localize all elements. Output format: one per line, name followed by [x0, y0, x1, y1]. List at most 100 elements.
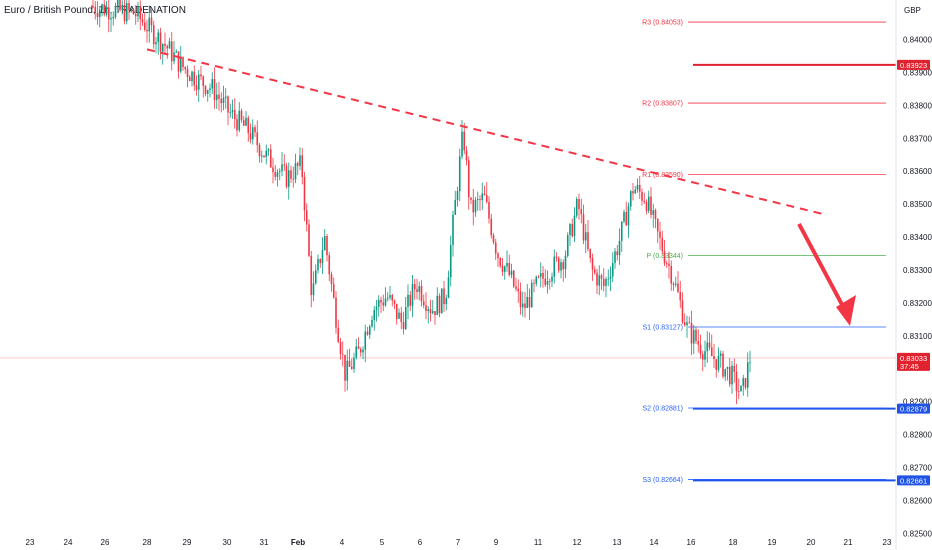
candle-body [238, 110, 241, 131]
price-tag-countdown: 37:45 [900, 362, 919, 371]
candle-body [305, 210, 308, 225]
candle-body [611, 263, 614, 277]
candle-body [292, 178, 295, 180]
candle-body [179, 57, 182, 72]
candle-body [521, 303, 524, 308]
candle-body [254, 127, 256, 133]
candle-body [233, 109, 236, 120]
candle-body [400, 312, 403, 322]
candle-body [382, 302, 385, 306]
candle-body [551, 276, 553, 282]
candle-body [620, 221, 623, 241]
candle-body [656, 218, 659, 232]
candle-body [609, 276, 612, 279]
candle-body [582, 214, 585, 241]
candle-body [616, 251, 619, 256]
y-tick-label: 0.83900 [903, 68, 932, 77]
candle-body [330, 274, 333, 284]
candle-body [483, 193, 486, 196]
candle-body [710, 347, 713, 357]
candle-body [629, 191, 632, 207]
candle-body [209, 88, 211, 91]
candle-body [112, 16, 115, 19]
candle-body [508, 262, 511, 275]
candle-body [735, 371, 738, 392]
candle-body [713, 356, 715, 360]
candle-body [449, 245, 452, 278]
price-tag-value: 0.82879 [900, 405, 927, 414]
candle-body [96, 12, 99, 18]
candle-body [398, 312, 400, 319]
candle-body [557, 257, 560, 271]
candle-body [708, 342, 711, 348]
x-tick-label: 11 [534, 538, 543, 547]
x-tick-label: 24 [64, 538, 73, 547]
candle-body [659, 231, 661, 238]
candle-body [312, 283, 315, 296]
candle-body [193, 71, 196, 86]
candle-body [197, 74, 200, 90]
candle-body [503, 266, 506, 272]
candle-body [737, 391, 740, 392]
candle-body [578, 199, 580, 210]
y-tick-label: 0.83600 [903, 167, 932, 176]
candle-body [299, 155, 301, 166]
candle-body [186, 69, 189, 78]
x-tick-label: 28 [143, 538, 152, 547]
arrow-head[interactable] [836, 294, 856, 326]
candle-body [168, 41, 171, 49]
candle-body [269, 149, 272, 168]
x-tick-label: 16 [687, 538, 696, 547]
candle-body [593, 269, 596, 273]
candle-body [285, 165, 288, 187]
candle-body [332, 283, 335, 298]
candle-body [202, 76, 205, 87]
candle-body [591, 258, 594, 270]
candle-body [548, 281, 551, 283]
candle-body [683, 322, 686, 326]
forecast-arrow[interactable] [797, 222, 856, 326]
candle-body [247, 117, 250, 134]
pivot-levels: R3 (0.84053)R2 (0.83807)R1 (0.83590)P (0… [642, 20, 886, 484]
candle-body [128, 3, 130, 10]
candle-body [389, 295, 391, 298]
candle-body [647, 196, 650, 211]
candle-body [717, 355, 720, 370]
candle-body [515, 286, 517, 289]
candle-body [310, 255, 313, 296]
candle-body [177, 51, 180, 72]
x-tick-label: 4 [340, 538, 345, 547]
candle-body [377, 299, 380, 307]
pivot-label: R1 (0.83590) [642, 172, 683, 179]
candle-body [587, 232, 589, 249]
candle-body [706, 342, 709, 352]
candle-body [155, 42, 157, 45]
price-axis[interactable]: 0.84000 0.83900 0.83800 0.83700 0.83600 0.835… [903, 36, 932, 539]
candle-body [427, 309, 430, 311]
candle-body [425, 305, 427, 311]
candle-body [537, 276, 540, 278]
price-tag-value: 0.83033 [900, 354, 927, 363]
candle-body [641, 191, 643, 201]
trendline[interactable] [146, 48, 824, 215]
candle-body [191, 71, 193, 82]
time-axis[interactable]: 23 24 26 28 29 30 31 Feb 4 5 6 7 9 11 12 13 14 16 18 19 20 21… [26, 538, 892, 547]
candle-body [287, 170, 290, 187]
x-tick-label: 30 [223, 538, 232, 547]
candle-body [562, 262, 565, 270]
candle-body [679, 291, 682, 301]
trendline-segment[interactable] [146, 48, 824, 215]
candle-body [125, 3, 128, 22]
candle-body [517, 288, 520, 292]
candle-body [141, 19, 144, 23]
candle-body [357, 346, 360, 349]
candle-body [740, 385, 742, 392]
candle-body [362, 349, 364, 353]
pivot-label: S2 (0.82881) [643, 405, 683, 412]
candle-body [119, 0, 121, 10]
candle-body [359, 348, 362, 353]
arrow-shaft[interactable] [797, 222, 849, 315]
candle-body [143, 22, 146, 30]
